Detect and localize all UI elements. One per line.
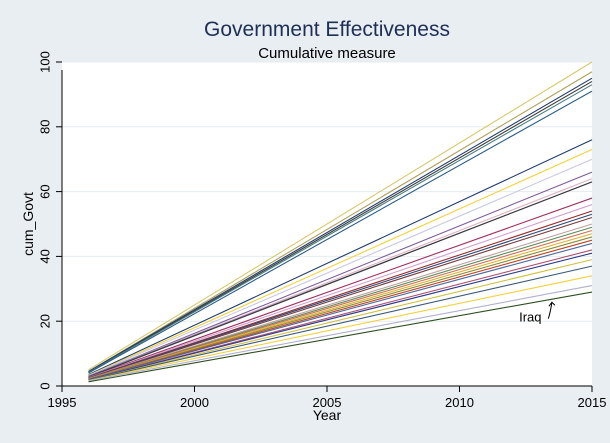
series-line-2 xyxy=(88,71,593,372)
y-tick-label-100: 100 xyxy=(37,51,52,73)
series-line-7 xyxy=(88,139,593,376)
series-line-28 xyxy=(88,259,593,381)
series-line-23 xyxy=(88,236,593,380)
series-line-30 xyxy=(88,275,593,382)
annotation-label: Iraq xyxy=(519,310,541,325)
annotation-arrow xyxy=(547,301,556,319)
series-line-29 xyxy=(88,265,593,381)
series-line-19 xyxy=(88,223,593,380)
series-line-10 xyxy=(88,171,593,377)
series-line-6 xyxy=(88,90,593,374)
y-tick-label-80: 80 xyxy=(37,120,52,134)
series-line-14 xyxy=(88,197,593,378)
series-line-32 xyxy=(88,291,593,383)
series-line-27 xyxy=(88,252,593,381)
series-line-18 xyxy=(88,216,593,379)
y-axis-label: cum_Govt xyxy=(20,192,36,256)
y-tick-label-0: 0 xyxy=(37,382,52,389)
series-line-3 xyxy=(88,77,593,372)
chart-subtitle: Cumulative measure xyxy=(258,45,396,62)
series-line-21 xyxy=(88,229,593,380)
series-line-8 xyxy=(88,148,593,376)
series-line-5 xyxy=(88,84,593,373)
tick-labels: 1995 2000 2005 2010 2015 0 20 40 60 80 100 xyxy=(37,51,606,410)
x-tick-label-1995: 1995 xyxy=(48,395,77,410)
series-line-1 xyxy=(88,61,593,371)
y-tick-label-60: 60 xyxy=(37,184,52,198)
chart-title: Government Effectiveness xyxy=(204,18,450,41)
series-line-15 xyxy=(88,204,593,379)
series-line-31 xyxy=(88,285,593,382)
x-tick-label-2010: 2010 xyxy=(445,395,474,410)
y-tick-label-40: 40 xyxy=(37,249,52,263)
x-tick-label-2005: 2005 xyxy=(313,395,342,410)
series-lines xyxy=(88,61,593,383)
x-axis-label: Year xyxy=(313,407,342,423)
series-line-4 xyxy=(88,80,593,373)
series-line-13 xyxy=(88,181,593,378)
y-tick-label-20: 20 xyxy=(37,314,52,328)
series-line-17 xyxy=(88,213,593,379)
x-tick-label-2015: 2015 xyxy=(578,395,607,410)
x-tick-label-2000: 2000 xyxy=(180,395,209,410)
series-line-25 xyxy=(88,242,593,381)
series-line-9 xyxy=(88,158,593,377)
axes xyxy=(56,61,593,392)
